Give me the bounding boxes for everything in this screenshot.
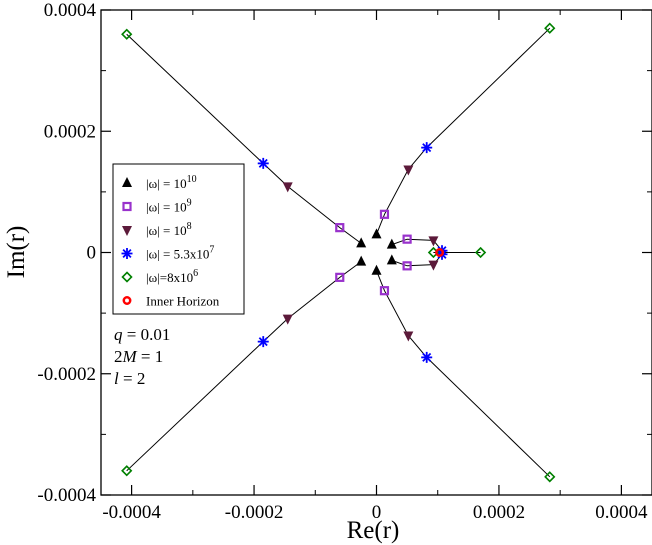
x-tick-label: 0.0004 — [595, 502, 648, 523]
data-point-series-2 — [403, 165, 414, 176]
data-point-series-0 — [386, 254, 397, 265]
data-point-series-0 — [371, 264, 382, 275]
legend-label-0: |ω| = 1010 — [146, 174, 197, 191]
data-point-series-3 — [257, 336, 269, 348]
y-axis-title-text: Im(r) — [3, 226, 30, 279]
x-tick-label: 0.0002 — [473, 502, 525, 523]
x-axis-title: Re(r) — [347, 517, 400, 544]
data-point-series-2 — [428, 236, 439, 247]
legend-items: |ω| = 1010 |ω| = 109 |ω| = 108 |ω| = 5.3x10… — [121, 174, 220, 309]
data-point-series-1 — [335, 223, 345, 233]
data-point-series-3 — [257, 157, 269, 169]
legend-box — [112, 163, 245, 315]
data-point-series-1 — [402, 234, 412, 244]
data-point-series-2 — [428, 260, 439, 271]
data-point-series-1 — [379, 286, 390, 296]
legend-label-5: Inner Horizon — [146, 294, 220, 309]
legend-marker-0 — [122, 177, 132, 187]
y-tick-labels: -0.0004 -0.0002 0 0.0002 0.0004 — [37, 0, 96, 506]
data-point-series-2 — [282, 314, 293, 325]
legend-label-3: |ω| = 5.3x107 — [146, 245, 214, 262]
data-point-series-1 — [402, 261, 412, 271]
data-point-series-1 — [379, 209, 390, 219]
legend-label-1: |ω| = 109 — [146, 198, 192, 215]
parameter-annotations: q = 0.01 2M = 1 l = 2 — [114, 325, 170, 388]
data-markers — [121, 22, 556, 483]
legend-label-2: |ω| = 108 — [146, 221, 192, 238]
legend: |ω| = 1010 |ω| = 109 |ω| = 108 |ω| = 5.3x10… — [112, 163, 245, 315]
x-tick-label: -0.0002 — [225, 502, 284, 523]
x-tick-labels: -0.0004 -0.0002 0 0.0002 0.0004 — [102, 502, 648, 523]
axis-ticks — [101, 9, 652, 496]
x-axis-title-text: Re(r) — [347, 517, 400, 544]
data-point-series-4 — [474, 246, 487, 259]
legend-marker-3 — [121, 248, 133, 259]
legend-marker-5 — [122, 296, 132, 305]
data-point-series-3 — [421, 142, 433, 154]
legend-label-4: |ω|=8x106 — [146, 268, 198, 285]
data-point-series-0 — [371, 228, 382, 239]
annotation-1: 2M = 1 — [114, 347, 163, 366]
data-point-series-4 — [544, 22, 556, 34]
x-tick-label: 0 — [372, 502, 382, 523]
y-tick-label: -0.0002 — [37, 364, 96, 385]
data-point-series-2 — [282, 182, 293, 193]
x-tick-label: -0.0004 — [102, 502, 161, 523]
y-tick-label: 0 — [87, 243, 97, 264]
legend-marker-4 — [121, 271, 133, 283]
y-tick-label: 0.0002 — [44, 121, 96, 142]
y-axis-title: Im(r) — [3, 226, 30, 279]
data-point-series-2 — [403, 331, 414, 342]
data-point-series-0 — [356, 255, 367, 266]
annotation-2: l = 2 — [114, 369, 145, 388]
data-point-series-4 — [544, 471, 556, 483]
data-point-series-4 — [121, 465, 133, 477]
y-tick-label: 0.0004 — [44, 0, 97, 21]
annotation-0: q = 0.01 — [114, 325, 170, 344]
data-point-series-5 — [435, 248, 445, 257]
legend-marker-1 — [122, 201, 132, 212]
data-point-series-4 — [121, 28, 133, 40]
data-point-series-3 — [421, 351, 433, 363]
y-tick-label: -0.0004 — [37, 485, 96, 506]
data-point-series-0 — [386, 238, 397, 249]
legend-marker-2 — [122, 226, 132, 236]
data-point-series-0 — [356, 237, 367, 248]
data-point-series-1 — [335, 272, 345, 282]
